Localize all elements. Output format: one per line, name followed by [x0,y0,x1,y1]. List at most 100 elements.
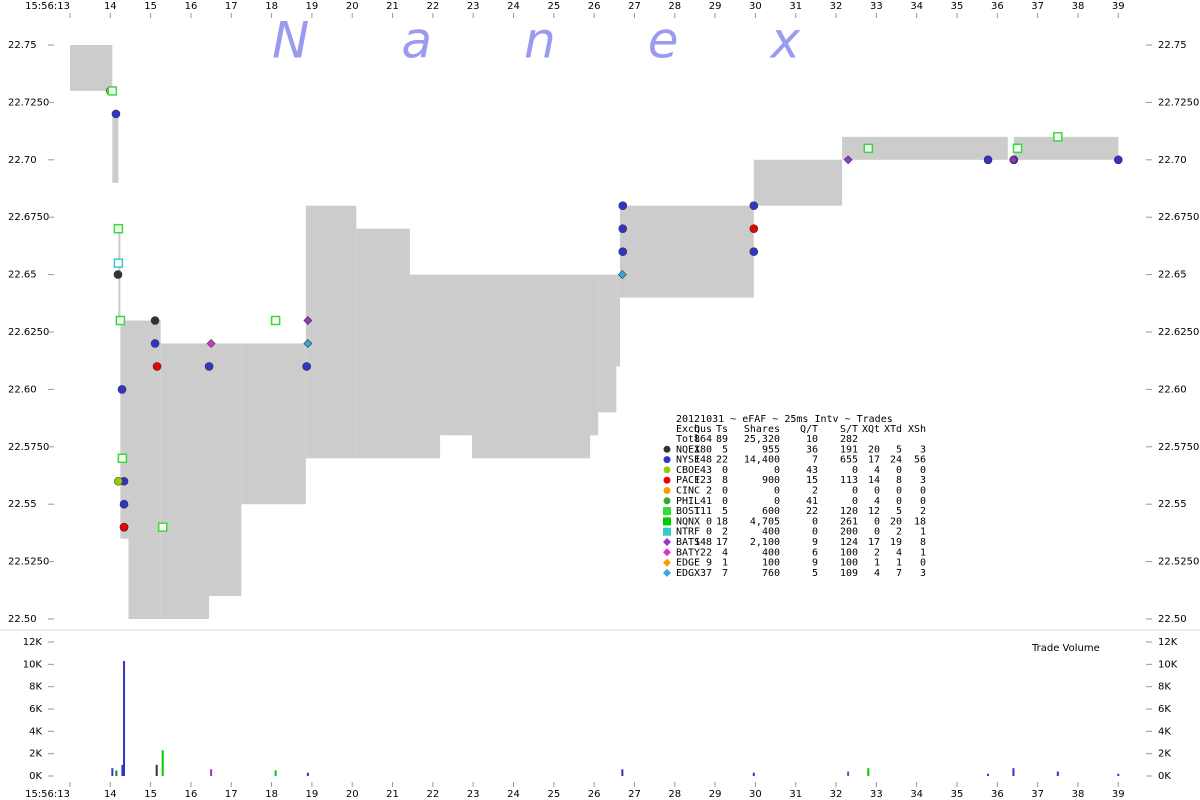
legend-cell: 41 [806,496,818,507]
spread-band [598,274,617,413]
x-tick-label: 15 [144,789,157,800]
y-tick-label: 22.6750 [1158,212,1199,223]
legend-cell: 0 [774,465,780,476]
volume-bar [1117,773,1120,776]
x-tick-label: 27 [628,1,641,12]
spread-band [241,343,306,505]
trade-marker [113,270,123,279]
legend-cell: BATS [676,537,700,548]
legend-cell: 180 [694,444,712,455]
legend-header: Shares [744,424,780,435]
x-tick-label: 21 [386,1,399,12]
x-tick-label: 34 [910,789,923,800]
legend-cell: 191 [840,444,858,455]
legend-cell: 4 [874,568,880,579]
legend-cell: 12 [868,506,880,517]
trade-marker [617,270,627,280]
x-tick-label: 26 [588,789,601,800]
y-tick-label: 22.50 [1158,614,1187,625]
x-tick-label: 15:56:13 [25,1,70,12]
x-tick-label: 29 [709,1,722,12]
trade-marker [206,339,216,348]
trade-marker [117,453,128,464]
trade-marker [618,201,628,211]
legend-cell: 4 [874,465,880,476]
legend-cell: 18 [716,516,728,527]
legend-swatch [663,476,671,484]
x-tick-label: 39 [1112,1,1125,12]
legend-cell: 123 [694,475,712,486]
trade-marker [303,316,313,325]
x-tick-label: 32 [830,789,843,800]
volume-bar [111,768,114,776]
spread-band [753,159,843,206]
legend-cell: 0 [896,496,902,507]
legend-cell: 7 [896,568,902,579]
y-tick-label: 22.75 [1158,40,1187,51]
legend-swatch [663,568,671,577]
trade-marker [749,247,759,256]
legend-cell: 5 [722,506,728,517]
legend-cell: 22 [716,455,728,466]
volume-tick-label: 2K [1158,749,1171,760]
legend-cell: 2 [920,506,926,517]
x-tick-label: 16 [185,1,198,12]
trade-marker [107,86,118,96]
legend-cell: 89 [716,434,728,445]
x-tick-label: 36 [991,1,1004,12]
legend-cell: 100 [840,558,858,569]
volume-bar [1056,771,1059,776]
trade-marker [115,315,126,326]
x-tick-label: 25 [547,1,560,12]
legend-cell: 24 [890,455,902,466]
y-tick-label: 22.60 [1158,384,1187,395]
trade-marker [303,339,313,348]
y-tick-label: 22.60 [8,384,37,395]
x-tick-label: 24 [507,1,520,12]
legend-cell: 1 [722,558,728,569]
legend-cell: 4,705 [750,516,780,527]
legend-cell: 19 [890,537,902,548]
legend-header: Qus [694,424,712,435]
y-tick-label: 22.5750 [8,442,49,453]
legend-cell: 8 [722,475,728,486]
trade-marker [618,247,628,256]
legend-header: XSh [908,424,926,435]
volume-bar [847,771,850,776]
trade-marker [270,315,281,326]
legend-cell: 0 [920,486,926,497]
legend-header: Q/T [800,424,818,435]
legend-cell: 282 [840,434,858,445]
spread-band [409,274,441,459]
legend-cell: 8 [920,537,926,548]
y-tick-label: 22.5250 [8,557,49,568]
spread-band [70,45,113,91]
x-tick-label: 30 [749,1,762,12]
legend-cell: 0 [896,465,902,476]
x-tick-label: 34 [910,1,923,12]
legend-swatch [663,445,671,453]
legend-cell: 864 [694,434,712,445]
x-tick-label: 31 [789,789,802,800]
legend-cell: 760 [762,568,780,579]
x-tick-label: 37 [1031,1,1044,12]
y-tick-label: 22.70 [8,155,37,166]
trade-marker [204,362,214,371]
legend-header: XQt [862,424,880,435]
x-tick-label: 21 [386,789,399,800]
legend-cell: 25,320 [744,434,780,445]
legend-cell: CBOE [676,465,700,476]
legend-cell: NTRF [676,527,700,538]
legend-cell: 9 [706,558,712,569]
legend-swatch [663,558,671,567]
spread-band [160,343,210,619]
legend-cell: NQNX [676,516,700,527]
trade-marker [1009,155,1018,165]
legend-cell: 18 [914,516,926,527]
volume-tick-label: 10K [23,659,43,670]
volume-bar [121,764,124,776]
legend-cell: BATY [676,547,700,558]
legend-cell: NYSE [676,455,700,466]
trade-marker [157,522,168,532]
